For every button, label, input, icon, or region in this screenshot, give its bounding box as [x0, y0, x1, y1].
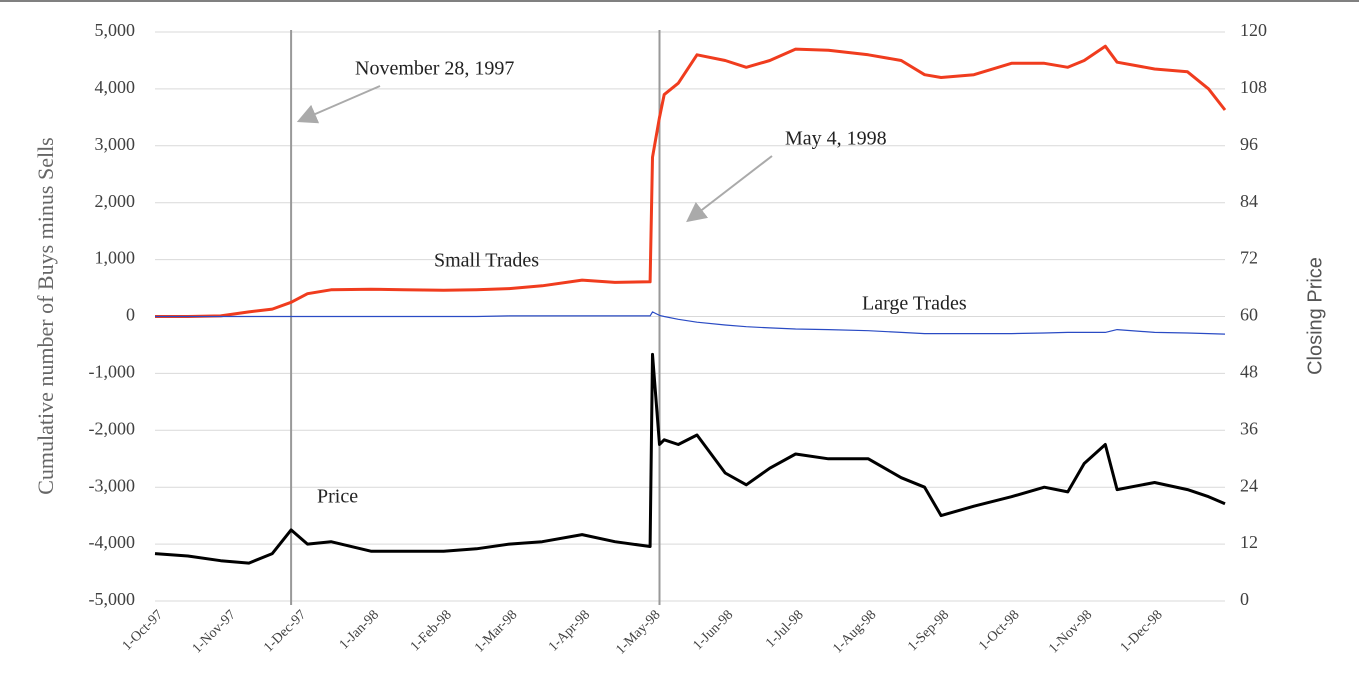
- y2-tick-label: 24: [1240, 475, 1258, 495]
- arrow: [686, 155, 773, 223]
- y2-tick-label: 0: [1240, 589, 1249, 609]
- y-tick-label: -3,000: [89, 475, 136, 495]
- x-tick-label: 1-Feb-98: [408, 607, 455, 654]
- x-tick-label: 1-May-98: [613, 607, 663, 657]
- y-tick-label: 1,000: [95, 248, 136, 268]
- x-tick-label: 1-Mar-98: [472, 607, 520, 655]
- event-label: May 4, 1998: [785, 128, 887, 150]
- x-tick-label: 1-Dec-98: [1118, 607, 1166, 655]
- x-tick-label: 1-Jun-98: [690, 607, 736, 653]
- series-label: Small Trades: [434, 250, 539, 272]
- y-tick-label: 3,000: [95, 134, 136, 154]
- y-tick-label: -5,000: [89, 589, 136, 609]
- x-tick-label: 1-Apr-98: [546, 607, 593, 654]
- event-label: November 28, 1997: [355, 58, 514, 80]
- series-line: [155, 44, 1227, 318]
- y2-tick-label: 96: [1240, 134, 1258, 154]
- y2-tick-label: 108: [1240, 77, 1267, 97]
- series-label: Price: [317, 486, 358, 508]
- arrow: [296, 85, 381, 124]
- y2-tick-label: 48: [1240, 362, 1258, 382]
- y-tick-label: 2,000: [95, 191, 136, 211]
- y-tick-label: -2,000: [89, 418, 136, 438]
- y2-axis-title: Closing Price: [1304, 257, 1326, 375]
- y2-tick-label: 36: [1240, 418, 1258, 438]
- x-tick-label: 1-Dec-97: [261, 607, 309, 655]
- x-tick-label: 1-Jul-98: [763, 607, 807, 651]
- plot: -5,000 -4,000 -3,000 -2,000 -1,000 0 1,000 2,00…: [89, 20, 1268, 658]
- x-tick-label: 1-Jan-98: [337, 607, 382, 652]
- y2-tick-label: 60: [1240, 305, 1258, 325]
- series-label: Large Trades: [862, 293, 967, 315]
- y-tick-label: 4,000: [95, 77, 136, 97]
- series-line: [154, 352, 1226, 565]
- y2-tick-label: 84: [1240, 191, 1258, 211]
- series-line: [155, 311, 1226, 335]
- x-tick-label: 1-Nov-97: [190, 607, 239, 656]
- x-tick-label: 1-Oct-98: [976, 607, 1022, 653]
- x-tick-label: 1-Sep-98: [905, 607, 952, 654]
- y-tick-label: -4,000: [89, 532, 136, 552]
- y-tick-label: 0: [126, 305, 135, 325]
- x-tick-label: 1-Oct-97: [120, 607, 166, 653]
- y-tick-label: 5,000: [95, 20, 136, 40]
- x-tick-label: 1-Nov-98: [1046, 607, 1095, 656]
- y2-tick-label: 72: [1240, 248, 1258, 268]
- y-tick-label: -1,000: [89, 362, 136, 382]
- y-axis-title: Cumulative number of Buys minus Sells: [33, 137, 58, 495]
- x-tick-label: 1-Aug-98: [830, 607, 879, 656]
- y2-tick-label: 120: [1240, 20, 1267, 40]
- y2-tick-label: 12: [1240, 532, 1258, 552]
